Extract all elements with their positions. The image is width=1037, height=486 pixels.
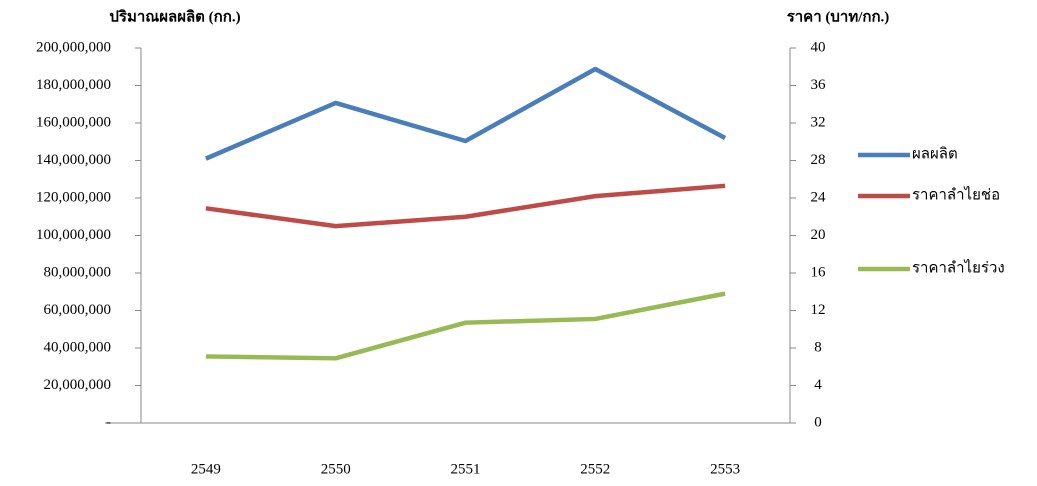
series-line [205,291,726,361]
y-tick-label: 80,000,000 [44,264,112,280]
y2-tick-label: 4 [814,377,822,393]
y2-tick-label: 40 [811,39,826,55]
legend-label: ราคาลำไยช่อ [912,185,1000,203]
y-tick-label: 160,000,000 [36,114,111,130]
y2-tick-label: 0 [814,414,822,430]
y2-tick-label: 36 [811,77,827,93]
y-tick-label: 100,000,000 [36,227,111,243]
y-tick-label: 200,000,000 [36,39,111,55]
y2-axis-title: ราคา (บาท/กก.) [787,9,890,25]
legend-label: ราคาลำไยร่วง [912,258,1005,276]
y-tick-label: 140,000,000 [36,152,111,168]
y-tick-label: 40,000,000 [44,339,112,355]
series-line [205,183,726,229]
y-tick-label: - [106,414,111,430]
y2-tick-label: 20 [811,227,826,243]
y2-tick-label: 12 [811,302,826,318]
y2-tick-label: 8 [814,339,822,355]
y2-tick-label: 32 [811,114,826,130]
y-tick-label: 60,000,000 [44,302,112,318]
y2-tick-label: 16 [811,264,827,280]
y-axis-title: ปริมาณผลผลิต (กก.) [109,7,240,25]
x-tick-label: 2551 [451,461,481,477]
y-tick-label: 180,000,000 [36,77,111,93]
x-tick-label: 2552 [580,461,610,477]
x-tick-label: 2553 [710,461,740,477]
x-tick-label: 2549 [191,461,221,477]
y-tick-label: 20,000,000 [44,377,112,393]
y2-tick-label: 28 [811,152,826,168]
legend-label: ผลผลิต [912,145,958,162]
series-line [205,66,727,161]
x-tick-label: 2550 [321,461,351,477]
y-tick-label: 120,000,000 [36,189,111,205]
y2-tick-label: 24 [811,189,827,205]
